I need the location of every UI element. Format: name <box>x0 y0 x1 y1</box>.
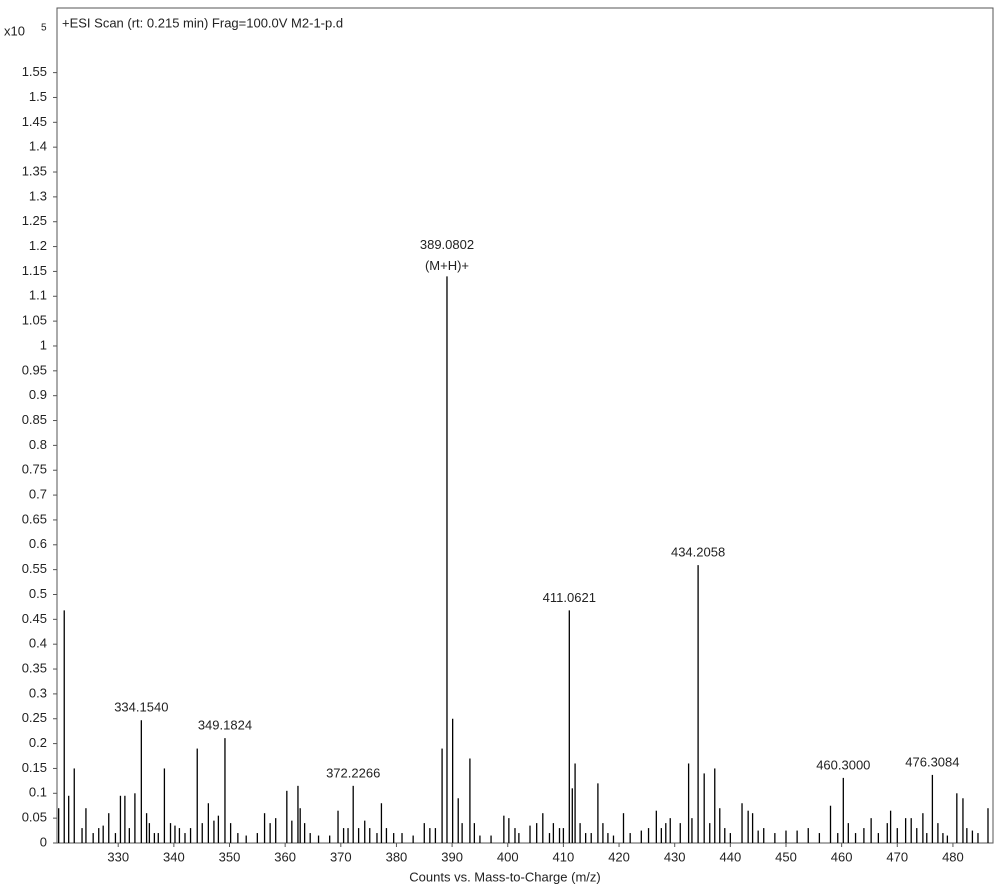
y-tick-label: 0.75 <box>22 462 47 477</box>
x-tick-label: 470 <box>886 849 908 864</box>
plot-frame <box>56 7 994 844</box>
y-tick-label: 0.2 <box>29 735 47 750</box>
peak-label: 349.1824 <box>198 718 252 733</box>
y-tick-label: 0.95 <box>22 362 47 377</box>
x-tick-label: 480 <box>942 849 964 864</box>
y-tick-label: 1.4 <box>29 139 47 154</box>
peak-label: 334.1540 <box>114 700 168 715</box>
x-axis-title: Counts vs. Mass-to-Charge (m/z) <box>409 869 600 884</box>
y-exponent: 5 <box>41 23 47 34</box>
y-tick-label: 0.5 <box>29 586 47 601</box>
x-tick-label: 350 <box>219 849 241 864</box>
peak-label: 434.2058 <box>671 545 725 560</box>
x-tick-label: 380 <box>386 849 408 864</box>
y-tick-label: 0.4 <box>29 636 47 651</box>
y-tick-label: 1.2 <box>29 238 47 253</box>
y-tick-label: 0.3 <box>29 685 47 700</box>
peak-label: 372.2266 <box>326 765 380 780</box>
y-tick-label: 0.1 <box>29 785 47 800</box>
peak-note: (M+H)+ <box>425 258 469 273</box>
y-tick-label: 0.35 <box>22 660 47 675</box>
y-tick-label: 1.3 <box>29 188 47 203</box>
x-tick-label: 430 <box>664 849 686 864</box>
peak-label: 411.0621 <box>543 590 596 605</box>
x-tick-label: 340 <box>163 849 185 864</box>
y-tick-label: 0.55 <box>22 561 47 576</box>
y-tick-label: 1.55 <box>22 64 47 79</box>
x-tick-label: 450 <box>775 849 797 864</box>
y-tick-label: 1.45 <box>22 114 47 129</box>
y-tick-label: 0.7 <box>29 487 47 502</box>
y-tick-label: 1.35 <box>22 163 47 178</box>
x-tick-label: 390 <box>441 849 463 864</box>
y-tick-label: 0.45 <box>22 611 47 626</box>
x-tick-label: 330 <box>107 849 129 864</box>
y-tick-label: 0.9 <box>29 387 47 402</box>
y-tick-label: 1.05 <box>22 313 47 328</box>
x-tick-label: 460 <box>831 849 853 864</box>
y-tick-label: 1.1 <box>29 288 47 303</box>
y-tick-label: 0.25 <box>22 710 47 725</box>
chart-title: +ESI Scan (rt: 0.215 min) Frag=100.0V M2… <box>62 15 343 30</box>
y-tick-label: 0 <box>40 834 47 849</box>
y-tick-label: 1 <box>40 337 47 352</box>
peak-label: 389.0802 <box>420 237 474 252</box>
y-tick-label: 0.85 <box>22 412 47 427</box>
y-tick-label: 1.25 <box>22 213 47 228</box>
y-tick-label: 0.05 <box>22 810 47 825</box>
y-multiplier: x10 <box>4 23 25 38</box>
peak-label: 476.3084 <box>905 754 959 769</box>
peak-label: 460.3000 <box>816 757 870 772</box>
x-tick-label: 420 <box>608 849 630 864</box>
y-tick-label: 1.5 <box>29 89 47 104</box>
x-tick-label: 410 <box>553 849 575 864</box>
x-tick-label: 360 <box>274 849 296 864</box>
y-tick-label: 0.15 <box>22 760 47 775</box>
x-tick-label: 370 <box>330 849 352 864</box>
y-tick-label: 1.15 <box>22 263 47 278</box>
y-tick-label: 0.8 <box>29 437 47 452</box>
y-tick-label: 0.65 <box>22 511 47 526</box>
x-tick-label: 400 <box>497 849 519 864</box>
x-tick-label: 440 <box>719 849 741 864</box>
y-tick-label: 0.6 <box>29 536 47 551</box>
